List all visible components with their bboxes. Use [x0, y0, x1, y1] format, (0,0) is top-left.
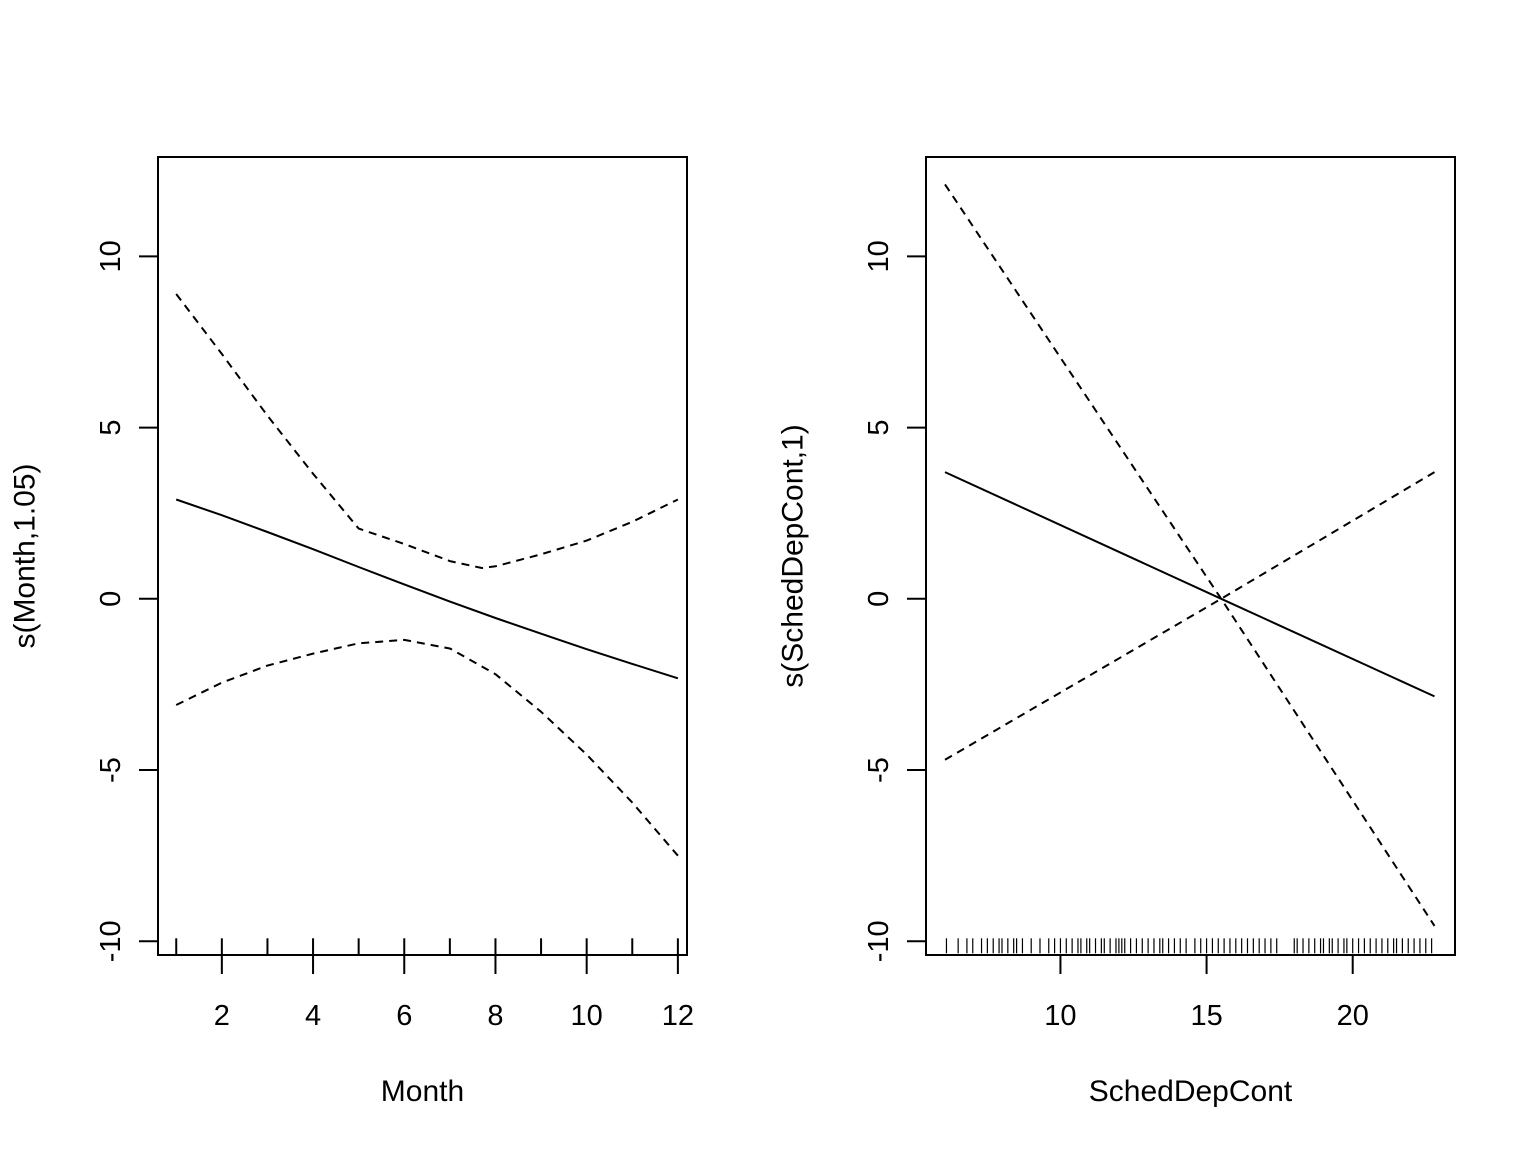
scheddepcont-x-tick-label: 15 [1190, 1000, 1222, 1032]
month-x-tick-label: 2 [214, 1000, 230, 1032]
month-x-tick-label: 10 [571, 1000, 603, 1032]
scheddepcont-plot-frame [925, 156, 1456, 956]
month-x-axis: 2 4 6 8 10 12 [214, 954, 694, 1032]
scheddepcont-x-axis-title: SchedDepCont [1089, 1075, 1293, 1108]
scheddepcont-x-axis: 10 15 20 [1044, 954, 1369, 1032]
scheddepcont-y-axis: -10 -5 0 5 10 [863, 240, 927, 962]
month-fit-line [175, 498, 679, 680]
scheddepcont-panel: 10 15 20 -10 -5 0 5 10 SchedDepCont s(SchedDepCon… [777, 156, 1456, 1108]
scheddepcont-upper-line [944, 183, 1436, 927]
month-lower-line [175, 638, 679, 857]
scheddepcont-x-tick-label: 20 [1337, 1000, 1369, 1032]
month-y-tick-label: 10 [95, 240, 127, 272]
month-y-tick-label: 0 [95, 591, 127, 607]
month-y-tick-label: -5 [95, 757, 127, 783]
month-x-tick-label: 6 [396, 1000, 412, 1032]
month-x-tick-label: 4 [305, 1000, 321, 1032]
month-y-axis: -10 -5 0 5 10 [95, 240, 159, 962]
scheddepcont-rug [945, 938, 1433, 954]
scheddepcont-y-tick-label: 0 [863, 591, 895, 607]
scheddepcont-y-tick-label: -10 [863, 920, 895, 962]
month-y-tick-label: 5 [95, 419, 127, 435]
scheddepcont-fit-line [944, 471, 1435, 698]
month-x-axis-title: Month [381, 1075, 464, 1108]
month-y-tick-label: -10 [95, 920, 127, 962]
scheddepcont-y-tick-label: 5 [863, 419, 895, 435]
month-rug [175, 938, 679, 956]
scheddepcont-series-group [944, 183, 1436, 927]
month-x-tick-label: 12 [662, 1000, 694, 1032]
scheddepcont-x-tick-label: 10 [1044, 1000, 1076, 1032]
scheddepcont-y-tick-label: 10 [863, 240, 895, 272]
month-x-tick-label: 8 [487, 1000, 503, 1032]
month-upper-line [175, 293, 679, 569]
scheddepcont-y-tick-label: -5 [863, 757, 895, 783]
scheddepcont-lower-line [944, 471, 1436, 761]
month-panel: 2 4 6 8 10 12 -10 -5 0 5 10 Month s(Month,1.05) [9, 156, 694, 1108]
scheddepcont-y-axis-title: s(SchedDepCont,1) [777, 424, 810, 687]
month-series-group [175, 293, 679, 857]
month-plot-frame [157, 156, 688, 956]
month-y-axis-title: s(Month,1.05) [9, 463, 42, 648]
